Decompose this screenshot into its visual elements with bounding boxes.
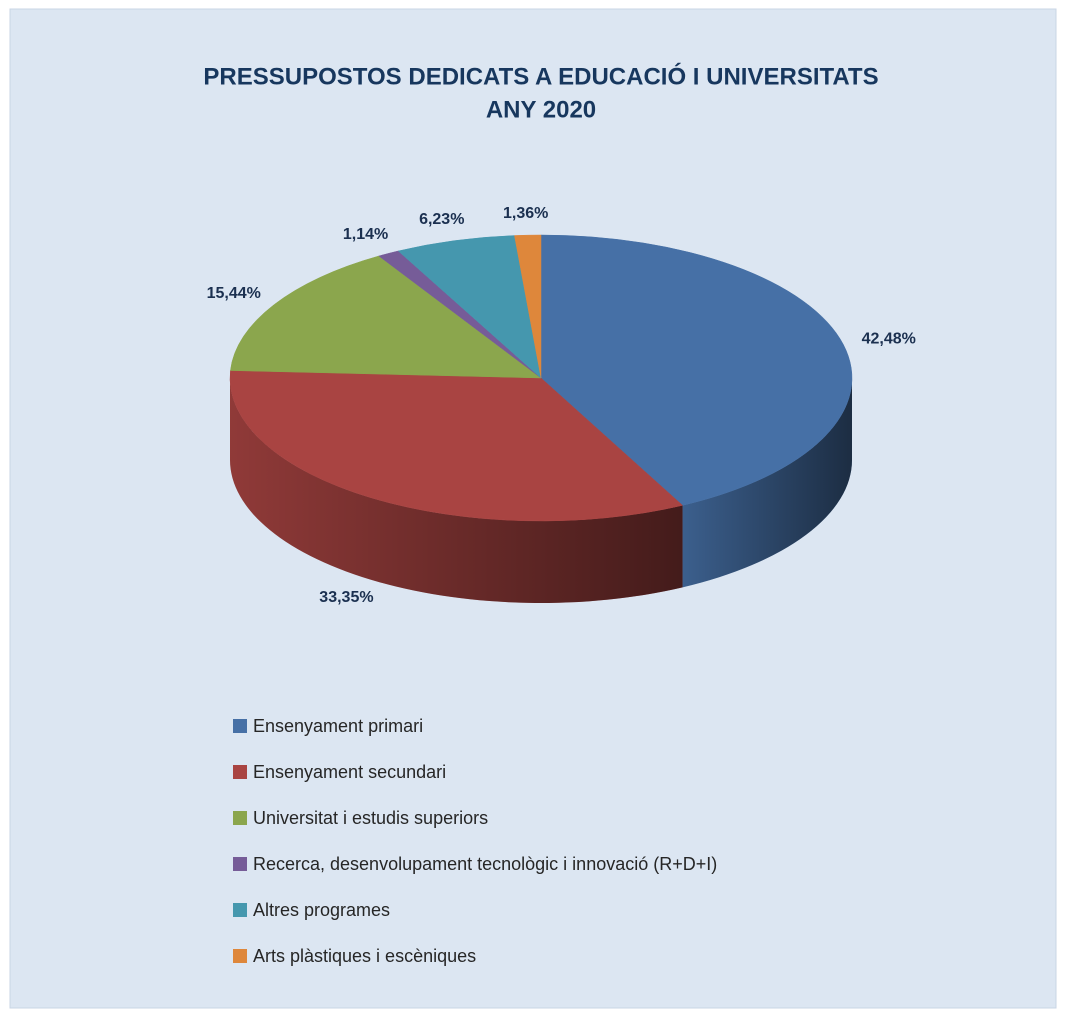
legend-label: Universitat i estudis superiors xyxy=(253,808,488,828)
data-label: 1,14% xyxy=(343,226,388,243)
pie-slice xyxy=(514,234,542,379)
pie-side-shade xyxy=(230,378,683,604)
chart-title: PRESSUPOSTOS DEDICATS A EDUCACIÓ I UNIVE… xyxy=(203,62,878,90)
data-label: 33,35% xyxy=(319,589,373,606)
data-label: 6,23% xyxy=(419,211,464,228)
legend-swatch xyxy=(233,857,247,871)
pie-slice xyxy=(540,234,853,506)
legend-label: Recerca, desenvolupament tecnològic i in… xyxy=(253,854,717,874)
legend-label: Arts plàstiques i escèniques xyxy=(253,946,476,966)
legend-label: Altres programes xyxy=(253,900,390,920)
legend-label: Ensenyament primari xyxy=(253,716,423,736)
pie-slice xyxy=(230,255,542,379)
legend-swatch xyxy=(233,719,247,733)
legend-swatch xyxy=(233,903,247,917)
data-label: 15,44% xyxy=(207,285,261,302)
pie-sides xyxy=(230,378,852,604)
data-label: 1,36% xyxy=(503,205,548,222)
pie-slice xyxy=(397,235,542,379)
legend-swatch xyxy=(233,811,247,825)
data-label: 42,48% xyxy=(862,331,916,348)
legend-swatch xyxy=(233,949,247,963)
chart-subtitle: ANY 2020 xyxy=(486,96,596,123)
legend-swatch xyxy=(233,765,247,779)
pie-side-shade xyxy=(682,378,852,588)
pie-slice xyxy=(229,370,684,522)
pie-tops xyxy=(229,234,853,522)
legend-label: Ensenyament secundari xyxy=(253,762,446,782)
